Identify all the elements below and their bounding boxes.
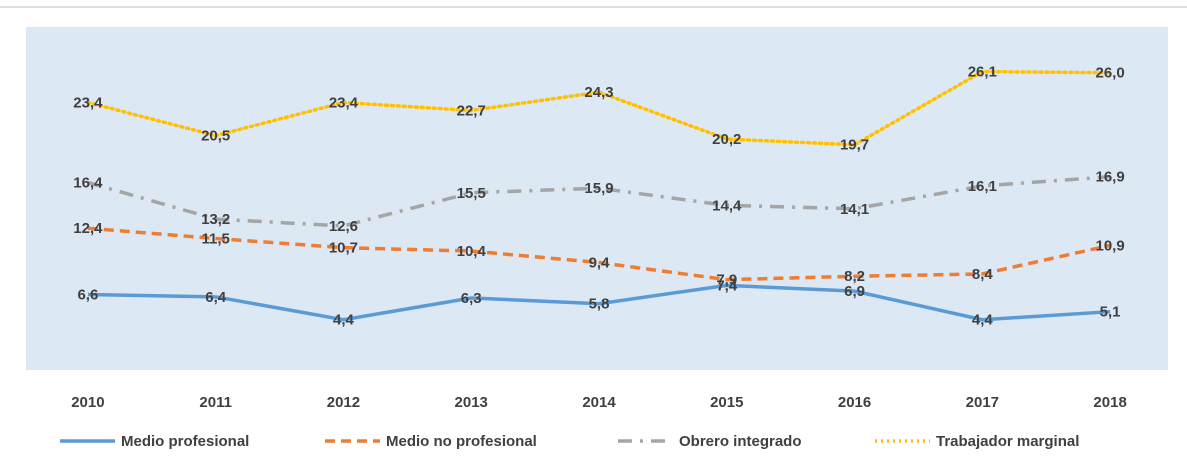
data-label: 10,9 (1096, 237, 1125, 254)
data-label: 6,9 (844, 283, 865, 300)
legend-label: Medio no profesional (386, 433, 537, 450)
data-label: 4,4 (972, 312, 994, 329)
plot-area (26, 27, 1168, 370)
x-tick-label: 2017 (966, 394, 999, 411)
data-label: 6,4 (205, 289, 227, 306)
series-line (87, 283, 1111, 322)
data-label: 24,3 (584, 84, 613, 101)
data-label: 22,7 (457, 102, 486, 119)
data-label: 16,4 (73, 174, 103, 191)
legend-label: Obrero integrado (679, 433, 802, 450)
data-label: 14,1 (840, 201, 869, 218)
data-label: 23,4 (329, 94, 359, 111)
series-line (87, 226, 1111, 282)
data-label: 20,5 (201, 128, 230, 145)
x-tick-label: 2018 (1093, 394, 1126, 411)
data-label: 20,2 (712, 131, 741, 148)
data-label: 6,3 (461, 290, 482, 307)
x-tick-label: 2012 (327, 394, 360, 411)
x-tick-label: 2010 (71, 394, 104, 411)
data-label: 12,4 (73, 220, 103, 237)
data-label: 5,1 (1100, 304, 1121, 321)
data-label: 15,9 (584, 180, 613, 197)
x-tick-label: 2011 (199, 394, 232, 411)
data-label: 8,2 (844, 268, 865, 285)
data-label: 10,7 (329, 240, 358, 257)
data-label: 5,8 (589, 296, 610, 313)
data-label: 12,6 (329, 218, 358, 235)
data-label: 6,6 (77, 287, 98, 304)
data-label: 11,5 (201, 230, 229, 247)
data-label: 26,1 (968, 64, 997, 81)
data-label: 7,4 (716, 277, 738, 294)
series-line (86, 69, 1112, 147)
data-label: 16,9 (1096, 169, 1125, 186)
data-label: 26,0 (1096, 65, 1125, 82)
data-label: 9,4 (589, 254, 611, 271)
x-tick-label: 2016 (838, 394, 871, 411)
legend-label: Trabajador marginal (936, 433, 1079, 450)
legend-label: Medio profesional (121, 433, 249, 450)
series-line (87, 175, 1111, 228)
data-label: 8,4 (972, 266, 994, 283)
data-label: 4,4 (333, 312, 355, 329)
x-tick-label: 2015 (710, 394, 743, 411)
x-tick-label: 2013 (455, 394, 488, 411)
data-label: 23,4 (73, 94, 103, 111)
data-label: 7,9 (716, 272, 737, 289)
data-label: 15,5 (457, 185, 486, 202)
data-label: 16,1 (968, 178, 997, 195)
data-label: 19,7 (840, 137, 869, 154)
data-label: 14,4 (712, 197, 742, 214)
data-label: 10,4 (457, 243, 487, 260)
x-tick-label: 2014 (582, 394, 616, 411)
data-label: 13,2 (201, 211, 230, 228)
